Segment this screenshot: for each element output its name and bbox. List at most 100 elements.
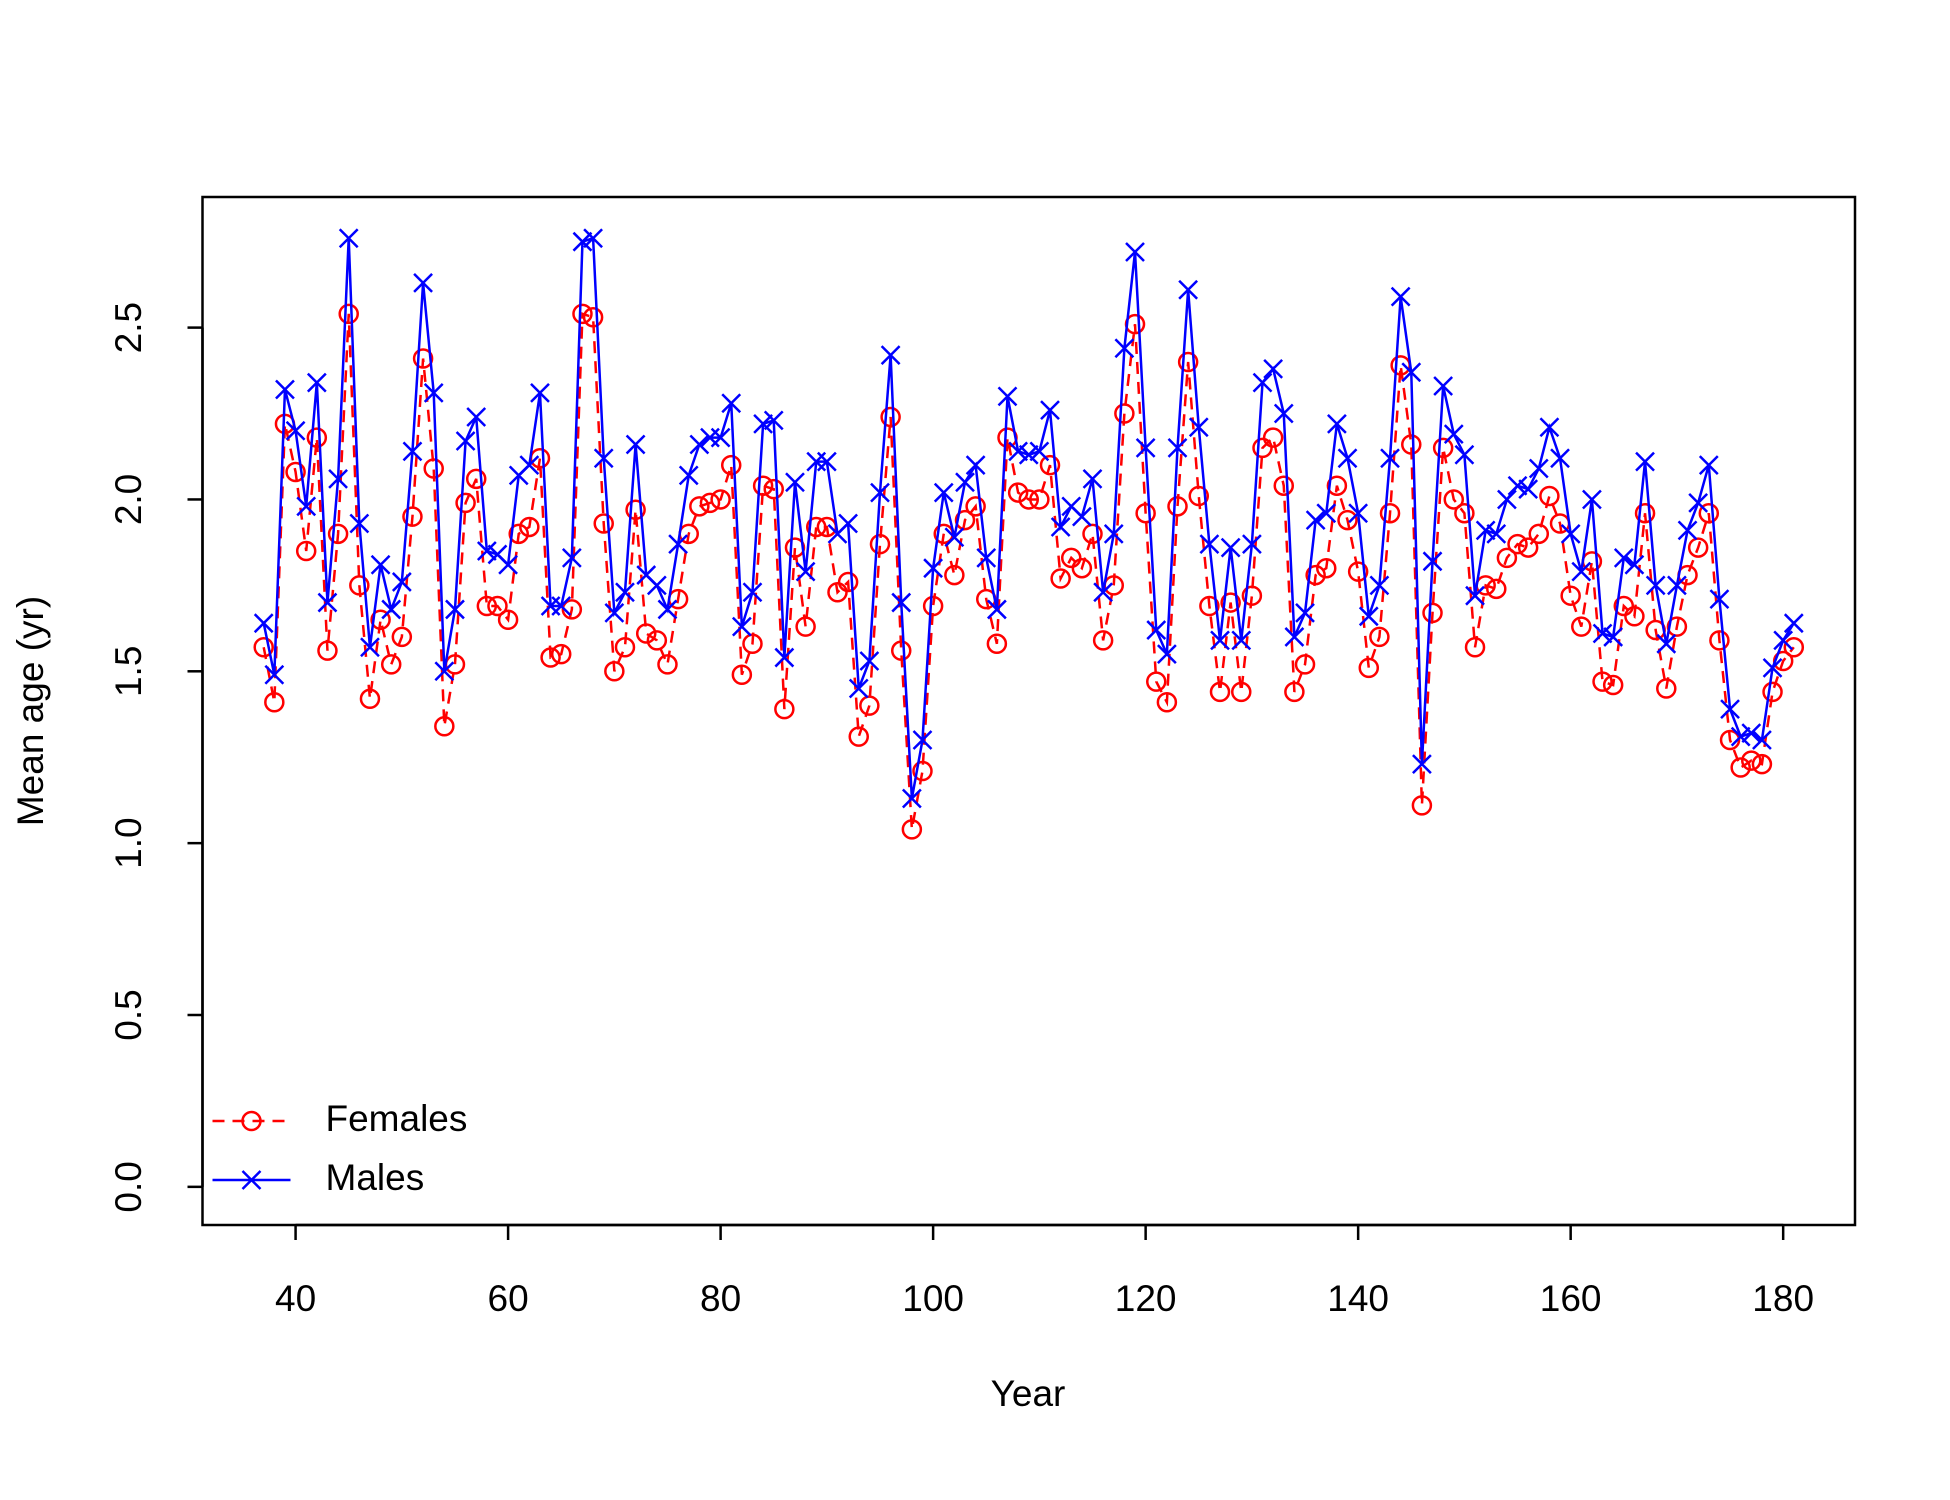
point [668, 534, 688, 555]
point [1464, 636, 1486, 658]
point [1316, 503, 1337, 524]
point [1220, 537, 1241, 558]
point [1082, 468, 1103, 489]
point [1751, 753, 1773, 775]
point [317, 640, 338, 661]
point [264, 691, 285, 713]
point [1412, 754, 1432, 774]
point [1092, 630, 1114, 651]
point [763, 478, 784, 500]
point [1252, 437, 1273, 459]
point [1454, 444, 1475, 465]
point [1231, 630, 1252, 651]
point [912, 760, 933, 782]
point [497, 609, 519, 630]
point [550, 643, 572, 665]
point [1571, 616, 1592, 637]
point [1071, 506, 1092, 527]
point [1656, 633, 1677, 654]
point [1773, 630, 1794, 651]
point [731, 664, 753, 685]
point [1327, 413, 1347, 434]
point [1613, 547, 1634, 568]
point [508, 523, 529, 545]
point [890, 640, 912, 661]
point [848, 726, 869, 747]
point [1411, 795, 1433, 816]
point [1358, 657, 1380, 679]
point [1040, 400, 1060, 420]
point [360, 637, 380, 658]
point [1762, 681, 1783, 703]
point [678, 465, 699, 486]
point [721, 393, 742, 414]
point [391, 572, 412, 592]
point [530, 383, 550, 403]
point [1709, 630, 1730, 651]
point [1443, 424, 1464, 445]
point [349, 575, 370, 596]
y-tick-label: 2.5 [108, 302, 149, 353]
point [540, 647, 561, 668]
point [1029, 441, 1050, 462]
point [455, 431, 476, 451]
point [1369, 626, 1390, 648]
point [1719, 729, 1741, 751]
point [370, 609, 391, 630]
point [413, 273, 433, 293]
y-tick-label: 1.0 [108, 817, 149, 868]
point [1709, 589, 1730, 610]
point [1369, 575, 1390, 596]
point [986, 633, 1008, 655]
point [1560, 523, 1581, 544]
point [763, 410, 784, 431]
point [1146, 620, 1167, 640]
point [1592, 671, 1613, 692]
x-tick-label: 80 [700, 1278, 741, 1319]
point [1783, 613, 1804, 634]
point [1645, 575, 1666, 596]
point [1634, 502, 1656, 524]
point [1294, 654, 1316, 675]
point [1188, 417, 1209, 438]
point [593, 513, 614, 534]
point [561, 599, 583, 620]
point [689, 434, 710, 455]
point [1379, 502, 1401, 524]
point [1061, 547, 1082, 569]
point [370, 554, 391, 575]
point [976, 547, 997, 568]
point [1401, 362, 1422, 383]
point [1486, 578, 1507, 600]
point [1039, 454, 1061, 476]
point [338, 303, 359, 325]
point [465, 468, 487, 490]
point [891, 592, 912, 613]
x-tick-label: 180 [1752, 1278, 1814, 1319]
point [752, 475, 774, 496]
legend-label: Males [326, 1157, 425, 1198]
point [1752, 730, 1772, 750]
point [1295, 602, 1315, 623]
point [1050, 517, 1071, 537]
point [1380, 448, 1400, 469]
point [1688, 493, 1709, 513]
point [657, 599, 678, 620]
point [1698, 455, 1719, 475]
point [1252, 372, 1273, 393]
point [1507, 533, 1528, 555]
point [795, 616, 816, 637]
point [253, 636, 274, 658]
point [1093, 582, 1114, 603]
point [1677, 520, 1698, 541]
point [381, 599, 402, 620]
point [593, 448, 614, 469]
y-tick-label: 1.5 [108, 646, 149, 697]
x-tick-label: 40 [275, 1278, 316, 1319]
point [1666, 616, 1688, 637]
point [1741, 750, 1762, 771]
point [1263, 358, 1284, 379]
point [1284, 627, 1305, 647]
x-tick-label: 160 [1540, 1278, 1602, 1319]
point [296, 496, 317, 517]
